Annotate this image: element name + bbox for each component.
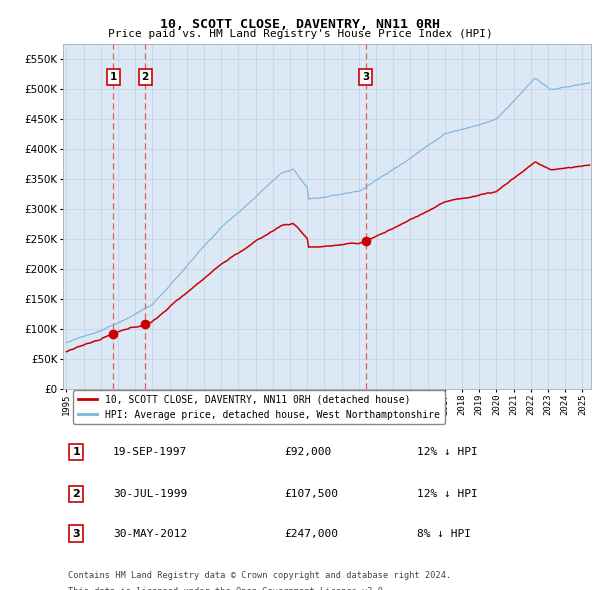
Text: Contains HM Land Registry data © Crown copyright and database right 2024.: Contains HM Land Registry data © Crown c… [68,571,452,579]
Text: 30-JUL-1999: 30-JUL-1999 [113,489,187,499]
Text: 2: 2 [142,72,149,82]
Text: 19-SEP-1997: 19-SEP-1997 [113,447,187,457]
Text: 12% ↓ HPI: 12% ↓ HPI [417,447,478,457]
Text: £92,000: £92,000 [285,447,332,457]
Legend: 10, SCOTT CLOSE, DAVENTRY, NN11 0RH (detached house), HPI: Average price, detach: 10, SCOTT CLOSE, DAVENTRY, NN11 0RH (det… [73,390,445,424]
Text: 1: 1 [73,447,80,457]
Text: 8% ↓ HPI: 8% ↓ HPI [417,529,471,539]
Text: Price paid vs. HM Land Registry's House Price Index (HPI): Price paid vs. HM Land Registry's House … [107,29,493,39]
Text: 1: 1 [110,72,117,82]
Text: £247,000: £247,000 [285,529,339,539]
Text: 10, SCOTT CLOSE, DAVENTRY, NN11 0RH: 10, SCOTT CLOSE, DAVENTRY, NN11 0RH [160,18,440,31]
Text: 30-MAY-2012: 30-MAY-2012 [113,529,187,539]
Text: 2: 2 [73,489,80,499]
Text: 3: 3 [362,72,370,82]
Text: This data is licensed under the Open Government Licence v3.0.: This data is licensed under the Open Gov… [68,586,389,590]
Text: £107,500: £107,500 [285,489,339,499]
Text: 12% ↓ HPI: 12% ↓ HPI [417,489,478,499]
Text: 3: 3 [73,529,80,539]
